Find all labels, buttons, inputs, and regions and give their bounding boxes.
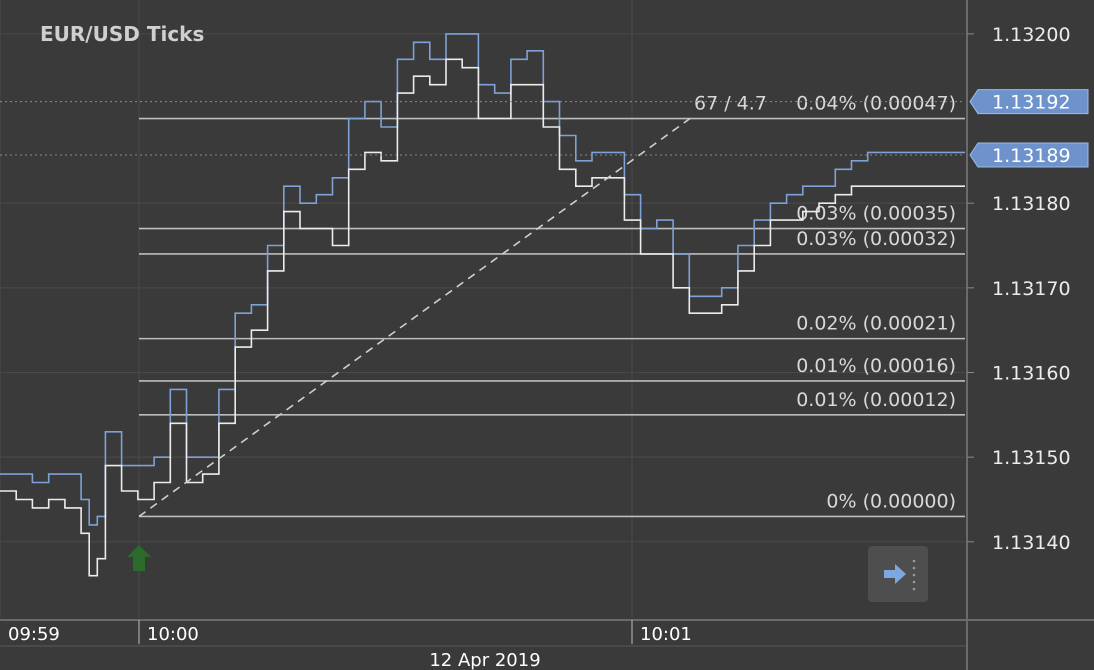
- arrow-right-dotted-icon: [884, 559, 916, 591]
- chart-grid: [0, 0, 965, 618]
- fib-level-label: 0.03% (0.00032): [796, 228, 956, 250]
- fib-level-label: 0.03% (0.00035): [796, 203, 956, 225]
- time-tick-label: 09:59: [8, 624, 60, 645]
- price-tick-label: 1.13140: [992, 532, 1071, 554]
- price-tick-label: 1.13180: [992, 193, 1071, 215]
- price-series: [0, 33, 965, 577]
- fibonacci-trend-line: 67 / 4.7: [138, 93, 767, 518]
- price-tags: 1.13192 1.13189: [0, 89, 1089, 168]
- date-label: 12 Apr 2019: [429, 650, 540, 670]
- ask-price-tag-label: 1.13192: [992, 92, 1071, 114]
- price-tick-label: 1.13170: [992, 278, 1071, 300]
- fib-level-label: 0.01% (0.00012): [796, 389, 956, 411]
- fibonacci-levels: 0.04% (0.00047) 0.03% (0.00035) 0.03% (0.0…: [139, 93, 965, 518]
- fib-level-label: 0.01% (0.00016): [796, 355, 956, 377]
- time-axis: 09:59 10:00 10:01: [8, 620, 692, 645]
- chart-title: EUR/USD Ticks: [40, 22, 204, 46]
- time-tick-label: 10:01: [640, 624, 692, 645]
- time-tick-label: 10:00: [147, 624, 199, 645]
- price-tick-label: 1.13150: [992, 447, 1071, 469]
- bid-price-tag-label: 1.13189: [992, 145, 1071, 167]
- green-up-arrow-icon: [127, 545, 151, 571]
- price-tick-label: 1.13160: [992, 362, 1071, 384]
- trend-dashed-line: [138, 117, 691, 518]
- scroll-to-end-button[interactable]: [868, 546, 928, 602]
- fib-level-label: 0.04% (0.00047): [796, 93, 956, 115]
- ask-price-tag: [969, 89, 1089, 115]
- bid-price-tag: [969, 142, 1089, 168]
- bid-price-line: [0, 58, 965, 577]
- price-axis: 1.13200 1.13180 1.13170 1.13160 1.13150 1.131…: [967, 24, 1071, 554]
- fib-level-label: 0% (0.00000): [826, 490, 956, 512]
- fib-level-label: 0.02% (0.00021): [796, 313, 956, 335]
- price-tick-label: 1.13200: [992, 24, 1071, 46]
- trend-line-label: 67 / 4.7: [694, 93, 767, 115]
